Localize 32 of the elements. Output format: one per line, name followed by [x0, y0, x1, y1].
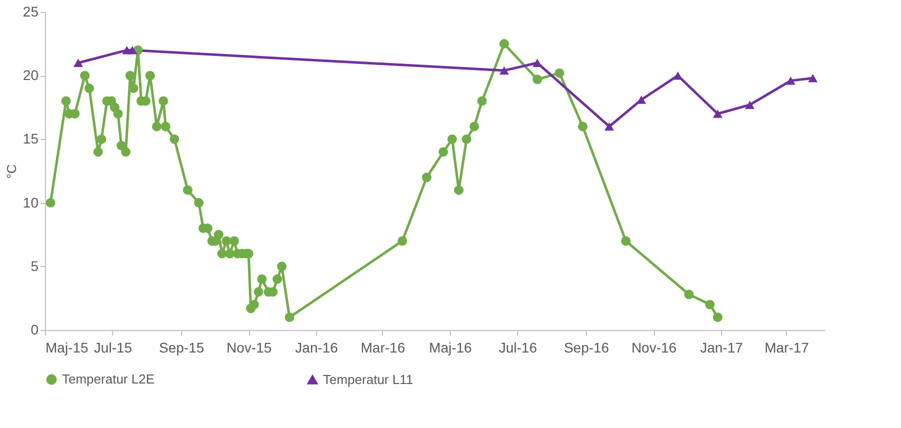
- x-tick-label: Sep-16: [564, 340, 610, 356]
- x-tick-label: Jan-16: [295, 340, 338, 356]
- x-tick-label: Jul-16: [498, 340, 538, 356]
- point: [604, 122, 614, 131]
- x-tick-label: Mar-16: [360, 340, 406, 356]
- point: [745, 100, 755, 109]
- point: [712, 110, 722, 118]
- y-tick-label: 10: [22, 194, 39, 210]
- x-tick-label: Nov-15: [226, 340, 272, 356]
- x-tick-label: Jan-17: [700, 340, 744, 356]
- legend-label: Temperatur L11: [323, 372, 414, 387]
- y-tick-label: 5: [30, 258, 39, 274]
- x-tick-label: Mar-17: [764, 340, 810, 356]
- point: [73, 58, 83, 67]
- y-axis-title: °C: [4, 164, 19, 179]
- x-tick-label: Sep-15: [159, 340, 204, 356]
- x-tick-label: Maj-15: [46, 340, 89, 356]
- y-tick-label: 0: [30, 322, 39, 338]
- x-tick-label: Maj-16: [429, 340, 472, 356]
- y-tick-label: 20: [22, 67, 39, 84]
- point: [673, 71, 683, 80]
- y-tick-label: 25: [22, 4, 39, 20]
- legend-label: Temperatur L2E: [62, 372, 155, 387]
- point: [532, 58, 542, 67]
- point: [499, 66, 509, 75]
- point: [786, 76, 796, 85]
- x-tick-label: Jul-15: [94, 340, 132, 356]
- point: [636, 96, 646, 104]
- x-tick-label: Nov-16: [631, 340, 677, 356]
- point: [808, 74, 818, 82]
- point: [128, 46, 138, 54]
- y-tick-label: 15: [22, 130, 39, 147]
